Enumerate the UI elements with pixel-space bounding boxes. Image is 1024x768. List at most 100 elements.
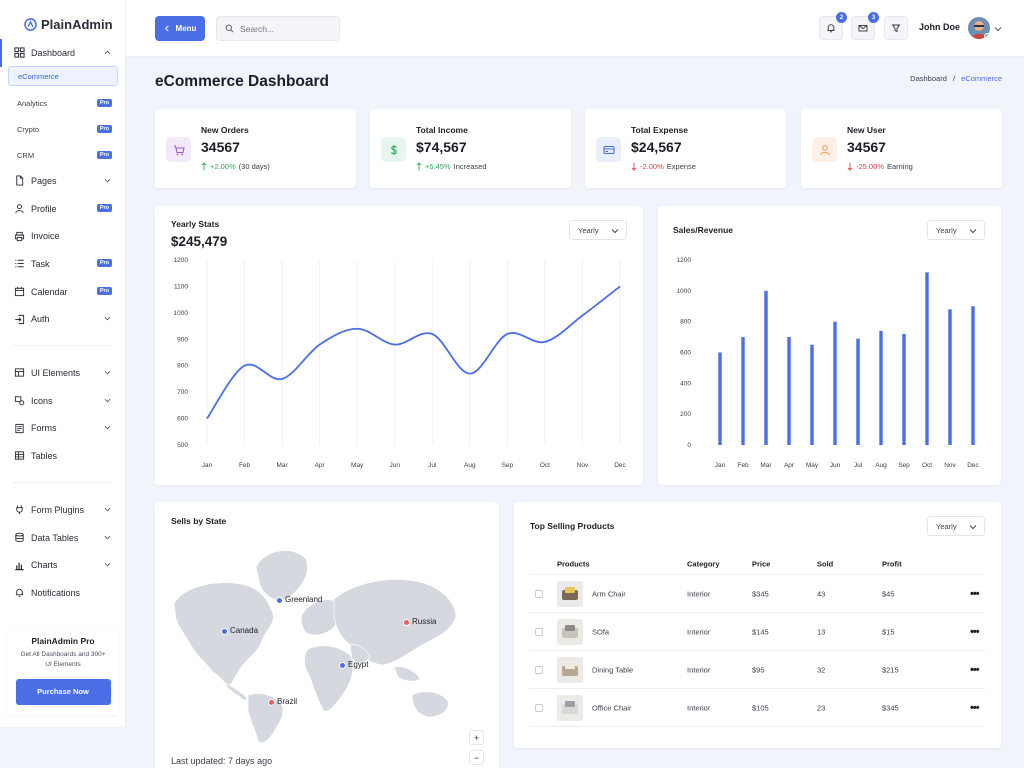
map-zoom-in-button[interactable]: + <box>469 730 484 745</box>
sidebar-item-charts[interactable]: Charts <box>0 551 126 579</box>
notifications-button[interactable]: 2 <box>819 12 847 40</box>
column-header[interactable]: Price <box>752 559 771 569</box>
column-header[interactable]: Products <box>557 559 590 569</box>
top-selling-products-title: Top Selling Products <box>530 521 615 531</box>
x-tick-label: Nov <box>577 462 589 469</box>
product-thumbnail <box>557 656 583 683</box>
brand-logo[interactable]: PlainAdmin <box>0 0 125 38</box>
world-map[interactable] <box>168 545 458 745</box>
column-header[interactable]: Category <box>687 559 720 569</box>
column-header[interactable]: Sold <box>817 559 834 569</box>
map-marker-egypt[interactable] <box>338 661 346 669</box>
map-marker-greenland[interactable] <box>275 596 283 604</box>
bar-jul[interactable] <box>856 338 860 445</box>
map-marker-brazil[interactable] <box>267 698 275 706</box>
sidebar-item-notifications[interactable]: Notifications <box>0 579 126 607</box>
sidebar-item-tables[interactable]: Tables <box>0 442 126 470</box>
column-header[interactable]: Profit <box>882 559 902 569</box>
search-input[interactable] <box>240 23 330 34</box>
row-actions-more-icon[interactable]: ••• <box>970 625 980 638</box>
purchase-now-button[interactable]: Purchase Now <box>15 678 111 705</box>
stat-change: +5.45% Increased <box>416 162 487 171</box>
row-actions-more-icon[interactable]: ••• <box>970 701 980 714</box>
sidebar-subitem-crm[interactable]: CRM Pro <box>0 142 126 168</box>
map-north-america <box>173 582 274 688</box>
top-products-period-dropdown[interactable]: Yearly <box>927 516 985 536</box>
bar-dec[interactable] <box>971 306 975 445</box>
bar-jun[interactable] <box>833 321 837 445</box>
stat-card-total-expense: Total Expense $24,567 -2.00% Expense <box>585 109 786 188</box>
filter-button[interactable] <box>884 16 908 40</box>
y-tick-label: 1000 <box>677 288 692 295</box>
bar-may[interactable] <box>810 344 814 445</box>
sidebar-item-label: Pages <box>31 175 57 186</box>
x-tick-label: Feb <box>737 462 749 469</box>
sidebar-item-dashboard[interactable]: Dashboard <box>0 39 126 67</box>
sidebar-item-label: Tables <box>31 450 58 461</box>
sidebar-subitem-crypto[interactable]: Crypto Pro <box>0 116 126 142</box>
chevron-up-icon <box>104 50 111 55</box>
sidebar-subitem-analytics[interactable]: Analytics Pro <box>0 90 126 116</box>
bar-aug[interactable] <box>879 330 883 445</box>
x-tick-label: Sep <box>502 462 514 469</box>
menu-button[interactable]: Menu <box>155 16 205 41</box>
bar-jan[interactable] <box>718 352 722 446</box>
stat-card-new-user: New User 34567 -25.00% Earning <box>801 109 1002 188</box>
table-row[interactable]: Arm Chair Interior $345 43 $45 ••• <box>529 575 985 613</box>
table-row[interactable]: Office Chair Interior $105 23 $345 ••• <box>529 689 985 727</box>
sidebar-item-pages[interactable]: Pages <box>0 167 126 195</box>
bar-sep[interactable] <box>902 334 906 445</box>
sales-revenue-period-dropdown[interactable]: Yearly <box>927 220 985 240</box>
sidebar-subitem-ecommerce[interactable]: eCommerce <box>8 66 118 86</box>
row-checkbox[interactable] <box>535 627 543 636</box>
sidebar-item-task[interactable]: Task Pro <box>0 250 126 278</box>
table-row[interactable]: SOfa Interior $145 13 $15 ••• <box>529 613 985 651</box>
avatar[interactable] <box>968 17 990 39</box>
row-actions-more-icon[interactable]: ••• <box>970 663 980 676</box>
map-marker-canada[interactable] <box>220 627 228 635</box>
form-icon <box>14 423 25 434</box>
messages-button[interactable]: 3 <box>851 12 879 40</box>
stat-icon-bg <box>596 137 621 162</box>
promo-title: PlainAdmin Pro <box>31 636 95 646</box>
bar-nov[interactable] <box>948 309 952 445</box>
sidebar-item-icons[interactable]: Icons <box>0 387 126 415</box>
map-zoom-out-button[interactable]: − <box>469 750 484 765</box>
product-price: $105 <box>752 703 769 712</box>
bar-feb[interactable] <box>741 337 745 445</box>
x-tick-label: Jan <box>202 462 213 469</box>
sidebar-item-ui-elements[interactable]: UI Elements <box>0 359 126 387</box>
row-actions-more-icon[interactable]: ••• <box>970 587 980 600</box>
sidebar-item-form-plugins[interactable]: Form Plugins <box>0 496 126 524</box>
product-name: Dining Table <box>592 665 634 674</box>
row-checkbox[interactable] <box>535 665 543 674</box>
sales-revenue-title: Sales/Revenue <box>673 225 734 235</box>
yearly-stats-period-dropdown[interactable]: Yearly <box>569 220 627 240</box>
sidebar-item-profile[interactable]: Profile Pro <box>0 195 126 223</box>
product-category: Interior <box>687 589 711 598</box>
sidebar-item-auth[interactable]: Auth <box>0 305 126 333</box>
map-marker-russia[interactable] <box>402 618 410 626</box>
stat-change-note: (30 days) <box>238 162 270 171</box>
sidebar-item-forms[interactable]: Forms <box>0 414 126 442</box>
chevron-down-icon[interactable] <box>994 25 1002 33</box>
bar-oct[interactable] <box>925 272 929 445</box>
bar-apr[interactable] <box>787 337 791 445</box>
map-southeast-asia <box>393 666 421 682</box>
product-name: Office Chair <box>592 703 632 712</box>
sidebar-item-calendar[interactable]: Calendar Pro <box>0 278 126 306</box>
sidebar-item-invoice[interactable]: Invoice <box>0 222 126 250</box>
table-row[interactable]: Dining Table Interior $95 32 $215 ••• <box>529 651 985 689</box>
stat-change-percent: -25.00% <box>856 162 884 171</box>
database-icon <box>14 532 25 543</box>
row-checkbox[interactable] <box>535 589 543 598</box>
y-tick-label: 700 <box>177 389 188 396</box>
x-tick-label: Mar <box>276 462 288 469</box>
bar-mar[interactable] <box>764 290 768 445</box>
x-tick-label: Apr <box>784 462 795 469</box>
breadcrumb-link-dashboard[interactable]: Dashboard <box>910 74 947 83</box>
user-name[interactable]: John Doe <box>919 22 961 32</box>
sidebar-subitem-label: Crypto <box>17 124 40 134</box>
row-checkbox[interactable] <box>535 703 543 712</box>
sidebar-item-data-tables[interactable]: Data Tables <box>0 524 126 552</box>
